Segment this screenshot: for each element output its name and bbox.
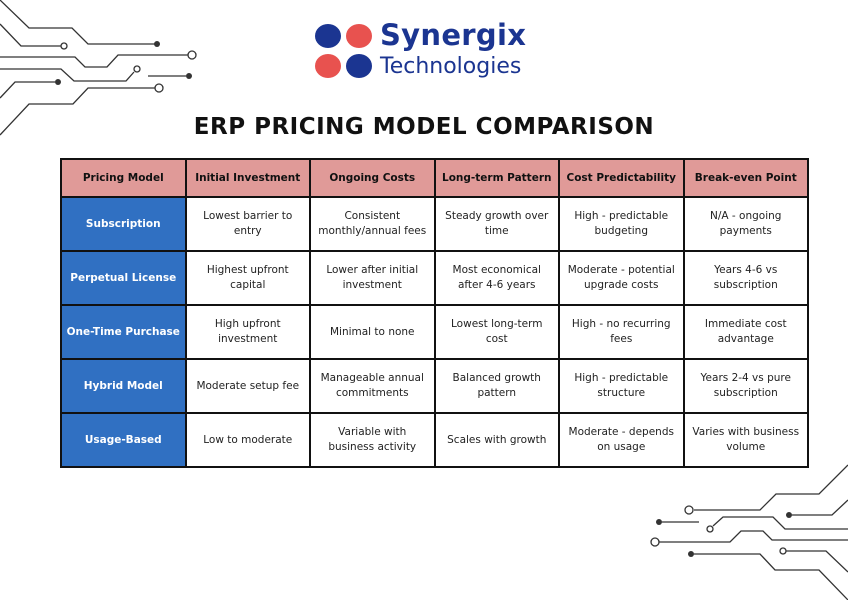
table-cell: Years 2-4 vs pure subscription [682,358,809,414]
table-cell: Manageable annual commitments [309,358,436,414]
table-cell: Minimal to none [309,304,436,360]
table-cell: Scales with growth [433,412,560,468]
column-header: Break-even Point [682,158,809,198]
table-cell: Moderate - depends on usage [558,412,685,468]
table-cell: Most economical after 4-6 years [433,250,560,306]
row-header: One-Time Purchase [60,304,187,360]
table-cell: Years 4-6 vs subscription [682,250,809,306]
table-row: Usage-Based Low to moderate Variable with … [60,412,809,468]
table-cell: High - no recurring fees [558,304,685,360]
logo-dot [315,54,341,78]
table-cell: High - predictable structure [558,358,685,414]
logo-dot [346,24,372,48]
table-cell: Steady growth over time [433,196,560,252]
table-cell: Balanced growth pattern [433,358,560,414]
logo-dot [346,54,372,78]
column-header: Cost Predictability [558,158,685,198]
table-cell: High - predictable budgeting [558,196,685,252]
table-row: One-Time Purchase High upfront investment… [60,304,809,360]
table-cell: Low to moderate [184,412,311,468]
table-cell: Moderate setup fee [184,358,311,414]
column-header: Ongoing Costs [309,158,436,198]
pricing-comparison-table: Pricing Model Initial Investment Ongoing… [60,158,809,468]
row-header: Subscription [60,196,187,252]
table-cell: Moderate - potential upgrade costs [558,250,685,306]
table-cell: Variable with business activity [309,412,436,468]
column-header: Long-term Pattern [433,158,560,198]
table-cell: Immediate cost advantage [682,304,809,360]
column-header: Initial Investment [184,158,311,198]
page-title: ERP PRICING MODEL COMPARISON [193,114,655,140]
table-row: Subscription Lowest barrier to entry Consi… [60,196,809,252]
logo-name: Synergix [380,18,527,52]
logo-subtitle: Technologies [380,54,522,79]
logo-dot [315,24,341,48]
table-header-row: Pricing Model Initial Investment Ongoing… [60,158,809,198]
table-cell: Lower after initial investment [309,250,436,306]
row-header: Perpetual License [60,250,187,306]
circuit-decoration-bottom-right [650,464,848,600]
column-header: Pricing Model [60,158,187,198]
table-row: Hybrid Model Moderate setup fee Manageable… [60,358,809,414]
table-cell: Lowest long-term cost [433,304,560,360]
row-header: Hybrid Model [60,358,187,414]
table-cell: Lowest barrier to entry [184,196,311,252]
row-header: Usage-Based [60,412,187,468]
circuit-decoration-top-left [0,0,197,136]
company-logo: Synergix Technologies [312,18,532,86]
table-cell: N/A - ongoing payments [682,196,809,252]
table-cell: Varies with business volume [682,412,809,468]
table-cell: High upfront investment [184,304,311,360]
table-row: Perpetual License Highest upfront capital… [60,250,809,306]
table-cell: Consistent monthly/annual fees [309,196,436,252]
table-cell: Highest upfront capital [184,250,311,306]
